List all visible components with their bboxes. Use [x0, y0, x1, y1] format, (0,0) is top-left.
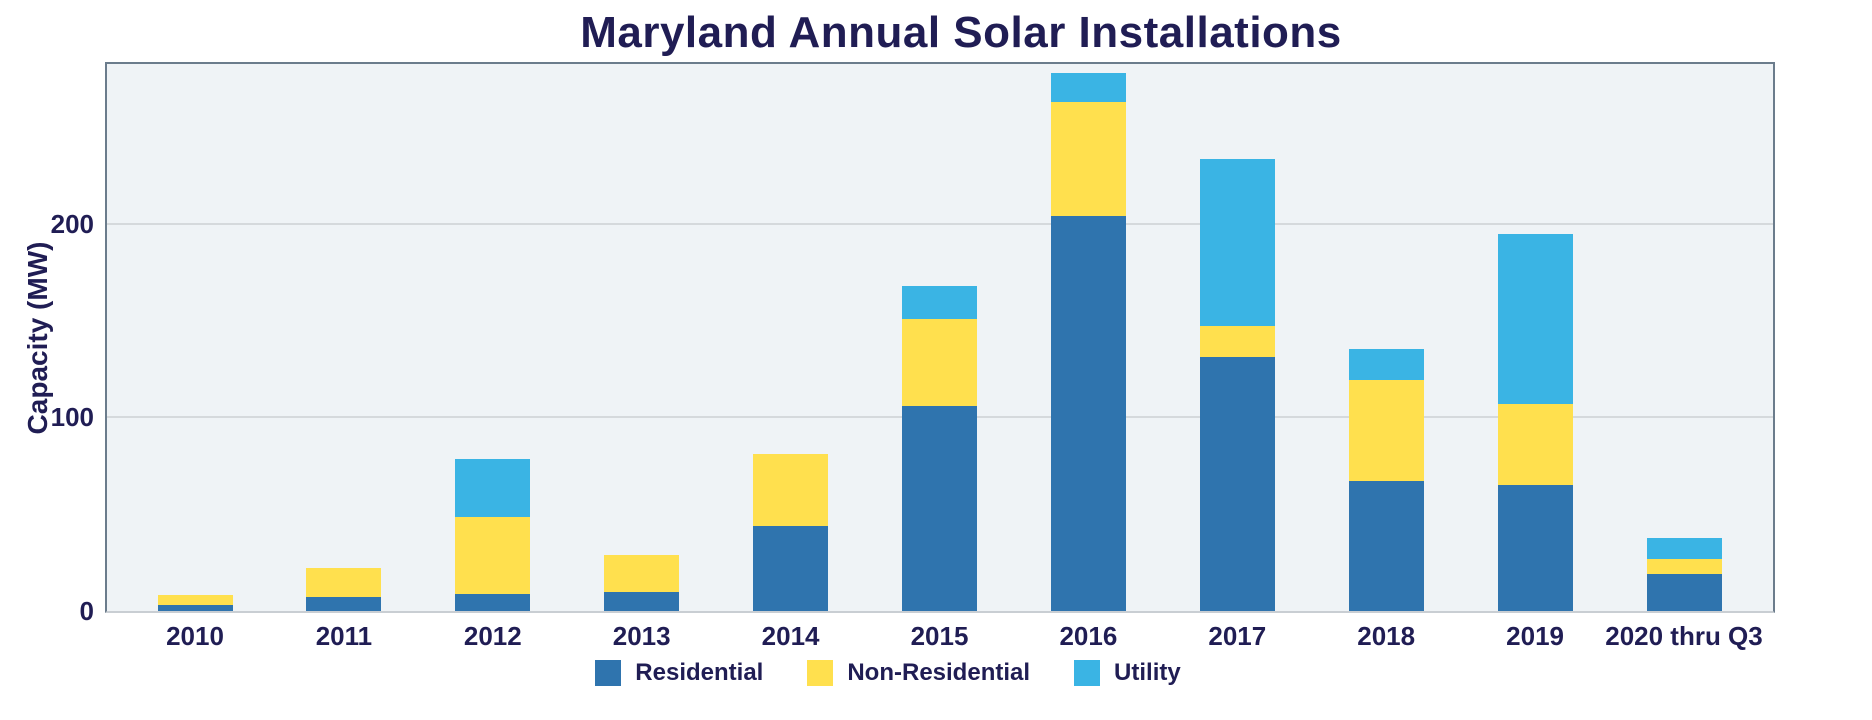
x-label-2014: 2014	[761, 621, 820, 651]
legend-item-utility: Utility	[1074, 659, 1181, 687]
y-tick-label-100: 100	[50, 402, 94, 433]
x-label-2020-thru-q3: 2020 thru Q3	[1605, 621, 1763, 651]
x-label-2017: 2017	[1208, 621, 1267, 651]
bar-2014	[753, 454, 829, 611]
y-tick-label-200: 200	[50, 208, 94, 239]
legend-swatch-icon	[595, 660, 622, 686]
bar-segment-non-residential-2015	[902, 319, 977, 406]
bar-segment-utility-2017	[1199, 159, 1275, 326]
bar-segment-non-residential-2017	[1199, 326, 1275, 357]
bar-segment-residential-2012	[455, 594, 531, 611]
bar-segment-utility-2016	[1050, 73, 1126, 102]
bar-2019	[1497, 234, 1573, 611]
y-tick-label-0: 0	[79, 596, 94, 626]
bar-segment-residential-2020-thru-q3	[1646, 574, 1722, 611]
bar-segment-non-residential-2012	[455, 517, 531, 594]
bar-segment-utility-2015	[902, 286, 977, 319]
bar-2011	[306, 568, 382, 611]
bar-segment-utility-2020-thru-q3	[1646, 538, 1722, 559]
x-label-2015: 2015	[910, 621, 969, 651]
legend-label: Utility	[1114, 659, 1181, 686]
bar-segment-non-residential-2016	[1050, 102, 1126, 216]
bar-segment-residential-2013	[604, 592, 680, 611]
bar-segment-residential-2015	[902, 406, 977, 611]
x-label-2013: 2013	[612, 621, 671, 651]
bar-segment-non-residential-2011	[306, 568, 382, 597]
legend-item-non-residential: Non-Residential	[807, 659, 1030, 687]
bar-segment-residential-2010	[157, 605, 233, 611]
legend-label: Non-Residential	[847, 659, 1031, 686]
legend-label: Residential	[635, 659, 764, 686]
bar-segment-non-residential-2018	[1348, 380, 1424, 481]
bar-segment-residential-2016	[1050, 216, 1126, 611]
bar-segment-utility-2019	[1497, 234, 1573, 404]
x-label-2010: 2010	[166, 621, 224, 651]
bar-segment-non-residential-2014	[753, 454, 829, 526]
x-label-2016: 2016	[1059, 621, 1118, 651]
x-label-2018: 2018	[1357, 621, 1416, 651]
bar-segment-residential-2017	[1199, 357, 1275, 611]
bar-2017	[1199, 159, 1275, 611]
bar-segment-utility-2012	[455, 459, 531, 517]
gridline-200	[107, 222, 1773, 225]
bar-segment-residential-2018	[1348, 481, 1424, 611]
legend: Residential Non-Residential Utility	[0, 659, 1776, 687]
bar-segment-utility-2018	[1348, 349, 1424, 380]
plot-area	[105, 62, 1775, 613]
bar-2012	[455, 459, 531, 611]
bar-segment-non-residential-2010	[157, 595, 233, 605]
bar-segment-residential-2019	[1497, 485, 1573, 611]
bar-segment-non-residential-2019	[1497, 404, 1573, 485]
chart-title: Maryland Annual Solar Installations	[580, 8, 1342, 57]
bar-segment-residential-2011	[306, 597, 382, 611]
legend-swatch-icon	[1074, 660, 1101, 686]
bar-2013	[604, 555, 680, 611]
x-label-2012: 2012	[463, 621, 522, 651]
bar-2016	[1050, 73, 1126, 611]
bar-segment-non-residential-2013	[604, 555, 680, 592]
bar-2015	[902, 286, 977, 611]
legend-item-residential: Residential	[595, 659, 763, 687]
x-label-2011: 2011	[315, 621, 373, 651]
bar-segment-non-residential-2020-thru-q3	[1646, 559, 1722, 574]
x-label-2019: 2019	[1506, 621, 1565, 651]
bar-2018	[1348, 349, 1424, 611]
legend-swatch-icon	[807, 660, 834, 686]
bar-2020-thru-q3	[1646, 538, 1722, 611]
plot-inner	[107, 64, 1773, 611]
bar-2010	[157, 595, 233, 611]
bar-segment-residential-2014	[753, 526, 829, 611]
